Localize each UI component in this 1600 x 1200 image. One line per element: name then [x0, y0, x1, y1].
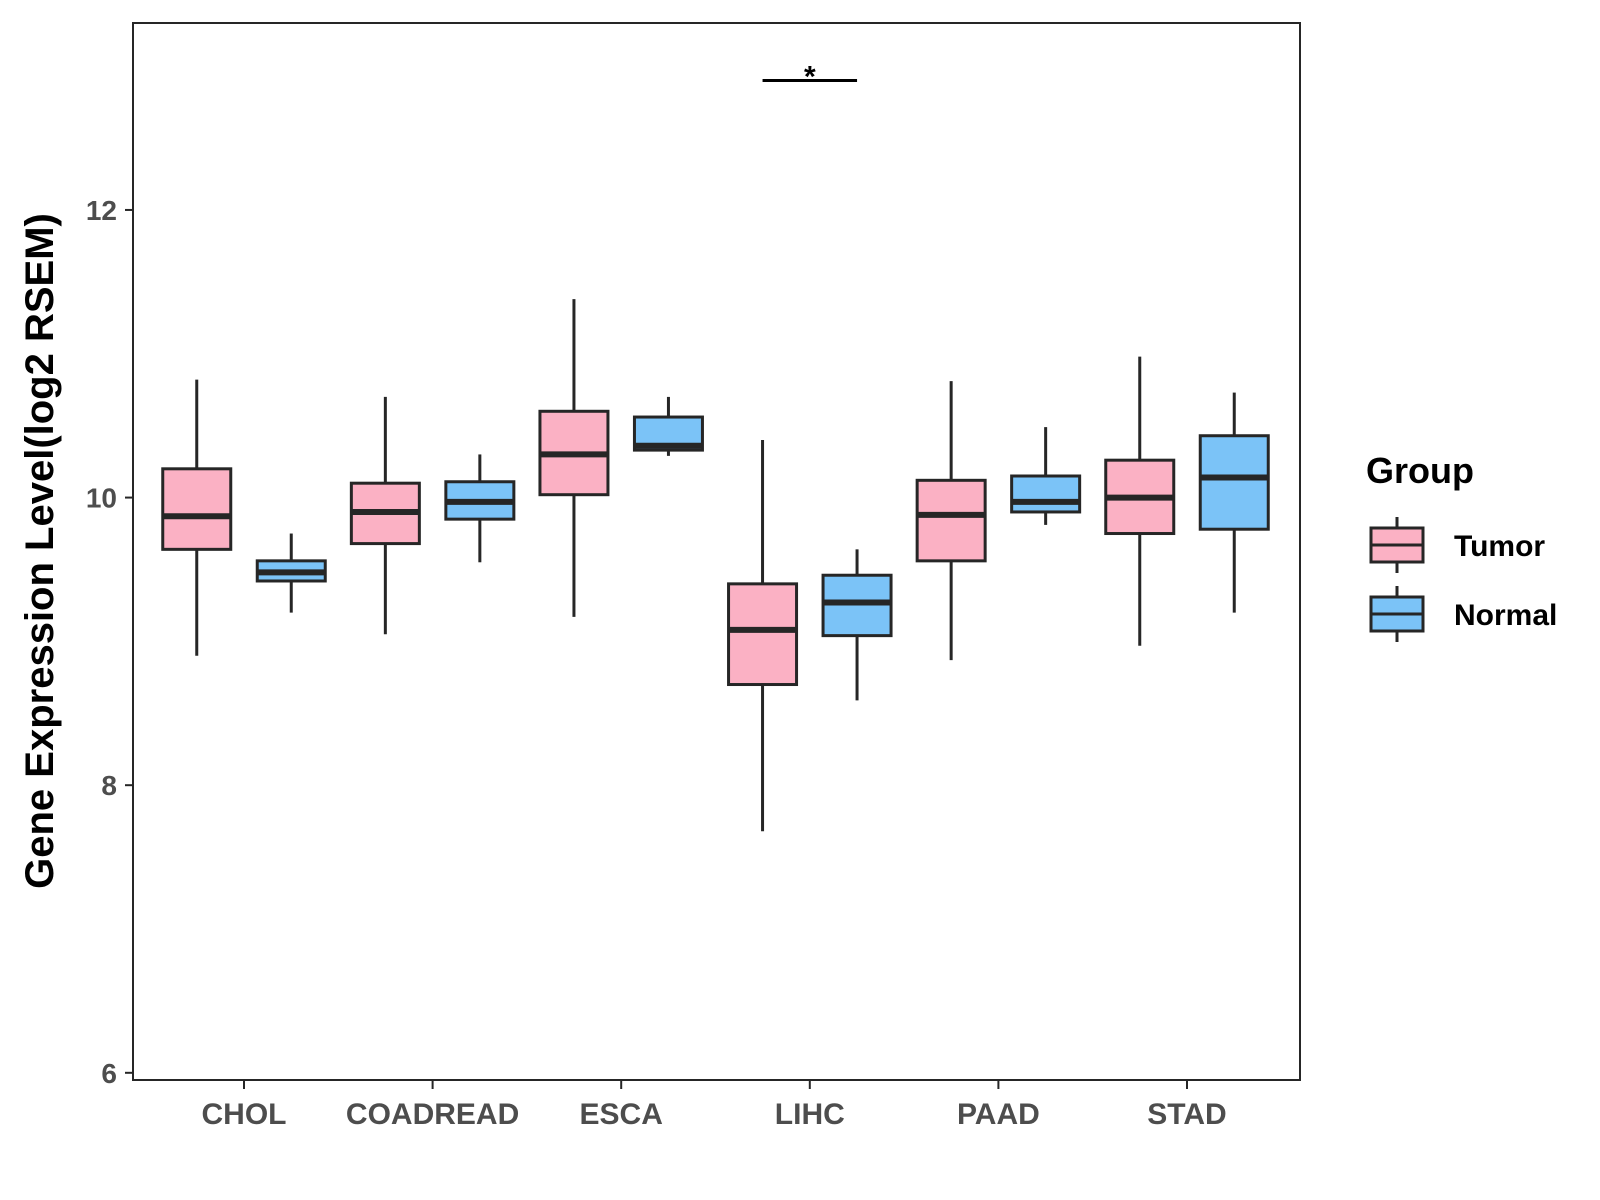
legend-label: Normal [1454, 599, 1557, 632]
x-tick-label: COADREAD [346, 1098, 519, 1131]
box-tumor-coadread [349, 396, 421, 635]
box-normal-lihc [821, 549, 893, 701]
box-body [1198, 434, 1270, 531]
box-tumor-lihc [727, 440, 799, 832]
box-body [1010, 474, 1082, 514]
y-tick-label: 8 [101, 770, 117, 801]
legend-item-normal: Normal [1369, 586, 1557, 642]
y-tick-label: 10 [86, 483, 117, 514]
box-body [727, 582, 799, 687]
x-tick-label: STAD [1147, 1098, 1226, 1131]
box-body [161, 467, 233, 551]
y-tick-label: 6 [101, 1058, 117, 1089]
legend-title: Group [1366, 450, 1474, 491]
box-tumor-paad [915, 381, 987, 661]
y-axis-label: Gene Expression Level(log2 RSEM) [18, 213, 62, 889]
box-tumor-stad [1104, 356, 1176, 646]
significance-marker: * [804, 61, 816, 94]
box-normal-chol [255, 533, 327, 613]
box-normal-esca [632, 396, 704, 456]
box-tumor-esca [538, 299, 610, 617]
box-tumor-chol [161, 379, 233, 656]
box-normal-paad [1010, 427, 1082, 525]
x-tick-label: LIHC [775, 1098, 845, 1131]
box-normal-coadread [444, 454, 516, 563]
x-tick-label: CHOL [202, 1098, 287, 1131]
x-tick-label: ESCA [580, 1098, 663, 1131]
legend-item-tumor: Tumor [1369, 517, 1545, 573]
x-tick-label: PAAD [957, 1098, 1040, 1131]
plot-panel-border [132, 22, 1301, 1081]
y-tick-label: 12 [86, 195, 117, 226]
box-body [915, 478, 987, 563]
box-normal-stad [1198, 392, 1270, 613]
legend-label: Tumor [1454, 530, 1545, 563]
